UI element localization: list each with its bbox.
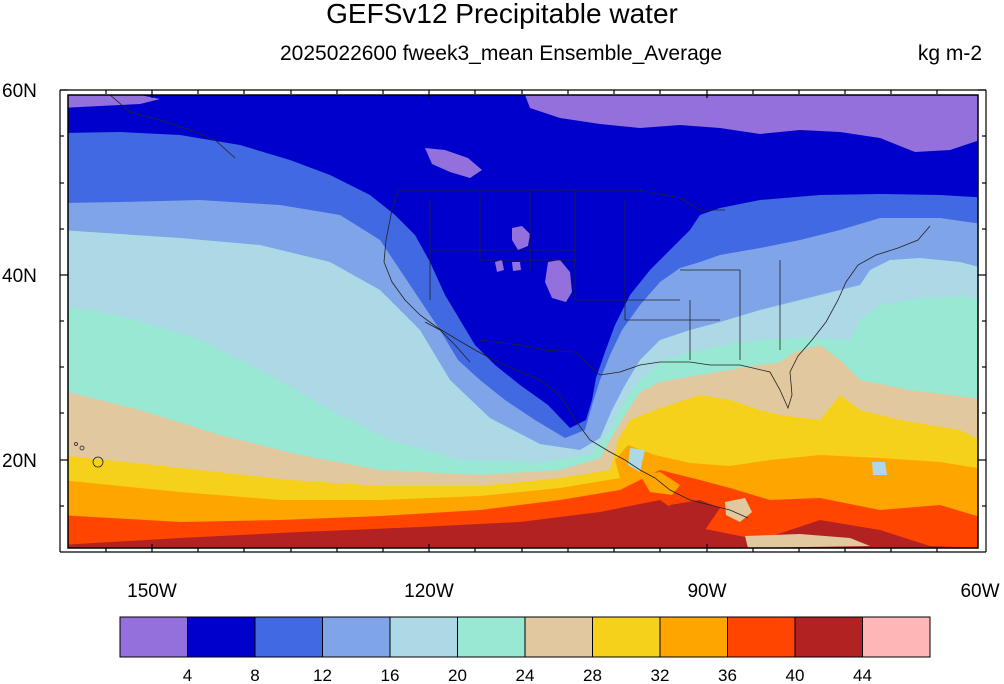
colorbar-swatch <box>727 616 796 658</box>
colorbar-swatch <box>322 616 391 658</box>
colorbar-swatch <box>862 616 931 658</box>
colorbar: 4 8 12 16 20 24 28 32 36 40 44 <box>119 616 931 684</box>
colorbar-label: 44 <box>853 666 872 684</box>
colorbar-swatch <box>524 616 593 658</box>
colorbar-label: 36 <box>718 666 737 684</box>
map-frame <box>67 94 979 549</box>
lat-label-60n: 60N <box>2 81 37 102</box>
colorbar-label: 20 <box>448 666 467 684</box>
colorbar-swatch <box>254 616 323 658</box>
colorbar-label: 32 <box>651 666 670 684</box>
lon-label-120w: 120W <box>404 581 454 602</box>
colorbar-label: 12 <box>313 666 332 684</box>
axis-ticks <box>59 89 987 553</box>
lon-label-90w: 90W <box>687 581 726 602</box>
colorbar-label: 16 <box>381 666 400 684</box>
colorbar-label: 40 <box>786 666 805 684</box>
colorbar-swatch <box>389 616 458 658</box>
colorbar-label: 24 <box>516 666 535 684</box>
colorbar-swatch <box>457 616 526 658</box>
colorbar-swatch <box>119 616 188 658</box>
colorbar-swatch <box>794 616 863 658</box>
lon-label-60w: 60W <box>960 581 999 602</box>
coastline-outline <box>74 95 931 519</box>
colorbar-swatch <box>187 616 256 658</box>
precipitable-water-field <box>68 95 978 548</box>
lat-label-40n: 40N <box>2 266 37 287</box>
colorbar-label: 28 <box>583 666 602 684</box>
colorbar-swatch <box>592 616 661 658</box>
colorbar-label: 4 <box>183 666 192 684</box>
colorbar-swatch <box>659 616 728 658</box>
lat-label-20n: 20N <box>2 451 37 472</box>
units-label: kg m-2 <box>917 42 982 65</box>
map-subtitle: 2025022600 fweek3_mean Ensemble_Average <box>280 42 723 65</box>
lon-label-150w: 150W <box>127 581 177 602</box>
colorbar-label: 8 <box>250 666 259 684</box>
map-title: GEFSv12 Precipitable water <box>326 0 678 29</box>
